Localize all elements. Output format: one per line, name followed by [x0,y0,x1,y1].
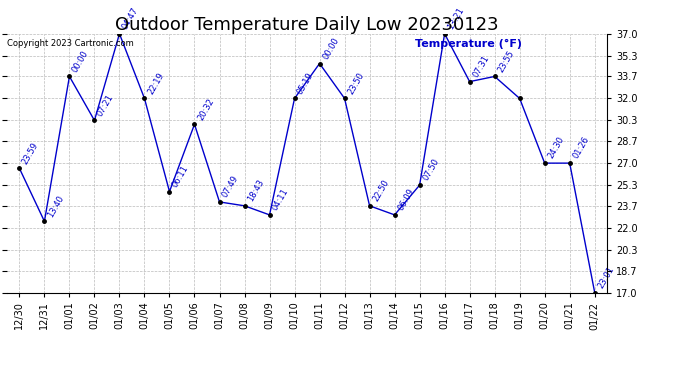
Title: Outdoor Temperature Daily Low 20230123: Outdoor Temperature Daily Low 20230123 [115,16,499,34]
Text: Copyright 2023 Cartronic.com: Copyright 2023 Cartronic.com [7,39,134,48]
Text: Temperature (°F): Temperature (°F) [415,39,522,49]
Text: 00:00: 00:00 [321,36,341,61]
Text: 00:00: 00:00 [71,49,90,74]
Text: 06:09: 06:09 [396,187,415,212]
Text: 07:50: 07:50 [421,157,441,182]
Text: 18:43: 18:43 [246,178,266,203]
Text: 01:26: 01:26 [571,135,591,160]
Text: 23:59: 23:59 [21,140,41,165]
Text: 22:19: 22:19 [146,70,166,96]
Text: 07:31: 07:31 [471,54,491,79]
Text: 13:21: 13:21 [446,6,466,31]
Text: 13:40: 13:40 [46,194,66,219]
Text: 24:30: 24:30 [546,135,566,160]
Text: 22:50: 22:50 [371,178,391,203]
Text: 23:50: 23:50 [346,70,366,96]
Text: 07:21: 07:21 [96,93,115,118]
Text: 04:11: 04:11 [271,187,290,212]
Text: 23:55: 23:55 [496,48,515,74]
Text: 07:49: 07:49 [221,174,241,199]
Text: 20:32: 20:32 [196,96,215,122]
Text: 23:01: 23:01 [596,264,615,290]
Text: 06:11: 06:11 [171,164,190,189]
Text: 04:47: 04:47 [121,6,141,31]
Text: 05:19: 05:19 [296,70,315,96]
